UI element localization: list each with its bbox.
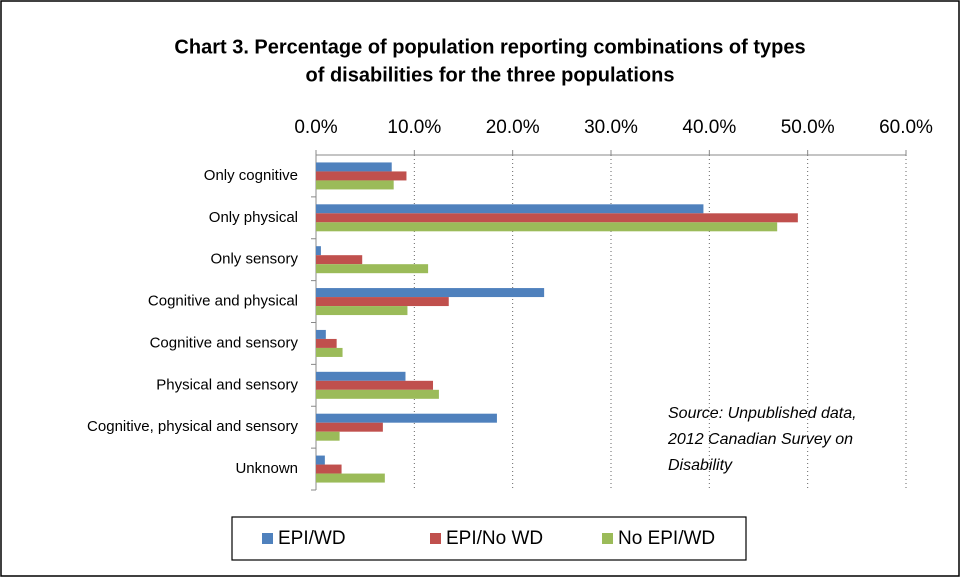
- y-tick-label: Unknown: [235, 460, 298, 477]
- bar: [316, 204, 704, 214]
- x-tick-label: 50.0%: [781, 117, 835, 138]
- x-tick-label: 30.0%: [584, 117, 638, 138]
- bar: [316, 171, 407, 181]
- legend-box: [231, 516, 747, 561]
- bar: [316, 422, 383, 432]
- legend-swatch: [430, 533, 441, 544]
- y-tick-label: Only physical: [209, 209, 298, 226]
- legend-label: EPI/WD: [278, 528, 346, 549]
- x-tick-label: 20.0%: [486, 117, 540, 138]
- x-tick-label: 60.0%: [879, 117, 933, 138]
- y-tick-label: Cognitive and sensory: [150, 334, 299, 351]
- y-tick-label: Physical and sensory: [156, 376, 298, 393]
- annotation: Source: Unpublished data,: [668, 405, 857, 422]
- legend-swatch: [602, 533, 613, 544]
- bar: [316, 431, 340, 441]
- y-tick-label: Only cognitive: [204, 167, 298, 184]
- bar: [316, 246, 321, 256]
- chart-title: of disabilities for the three population…: [306, 64, 675, 86]
- bar: [316, 464, 342, 474]
- bar: [316, 371, 406, 381]
- bar: [316, 222, 778, 232]
- y-tick-label: Cognitive and physical: [148, 293, 298, 310]
- legend-swatch: [262, 533, 273, 544]
- bar: [316, 264, 429, 274]
- bar: [316, 455, 325, 465]
- bar: [316, 413, 497, 423]
- bar: [316, 255, 363, 265]
- bar: [316, 338, 337, 348]
- y-tick-label: Cognitive, physical and sensory: [87, 418, 298, 435]
- bar: [316, 389, 439, 399]
- bar: [316, 347, 343, 357]
- x-tick-label: 40.0%: [682, 117, 736, 138]
- bar: [316, 288, 545, 298]
- x-tick-label: 0.0%: [294, 117, 337, 138]
- chart-title: Chart 3. Percentage of population report…: [174, 36, 805, 58]
- x-tick-label: 10.0%: [387, 117, 441, 138]
- legend-label: EPI/No WD: [446, 528, 543, 549]
- bar: [316, 329, 326, 339]
- bar: [316, 213, 798, 223]
- annotation: Disability: [668, 457, 733, 474]
- bar: [316, 162, 392, 172]
- bar: [316, 380, 434, 390]
- bar: [316, 297, 449, 307]
- y-tick-label: Only sensory: [210, 251, 298, 268]
- annotation: 2012 Canadian Survey on: [667, 431, 853, 448]
- legend-label: No EPI/WD: [618, 528, 715, 549]
- bar: [316, 180, 394, 190]
- bar: [316, 306, 408, 316]
- bar: [316, 473, 385, 483]
